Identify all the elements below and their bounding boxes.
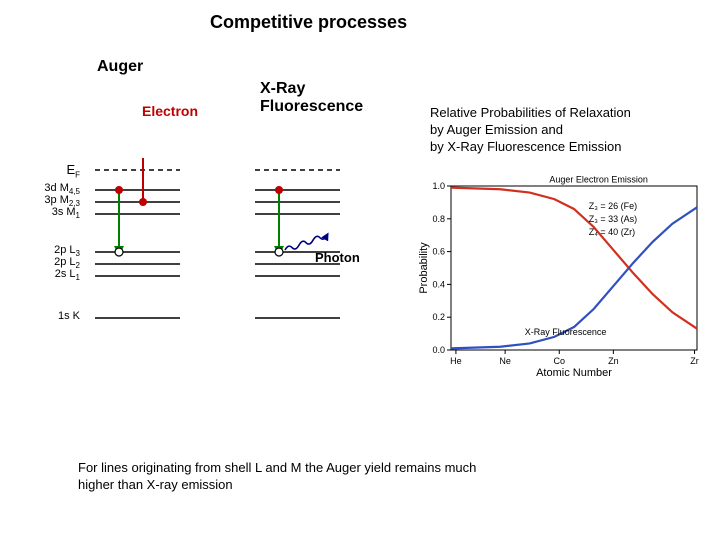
svg-text:Probability: Probability (418, 242, 430, 294)
svg-text:Z₄ = 40 (Zr): Z₄ = 40 (Zr) (589, 227, 635, 237)
page-title: Competitive processes (210, 12, 407, 33)
svg-text:0.0: 0.0 (432, 345, 445, 355)
relaxation-caption: Relative Probabilities of Relaxationby A… (430, 105, 631, 156)
svg-text:Z₃ = 26 (Fe): Z₃ = 26 (Fe) (589, 201, 637, 211)
level-label-K: 1s K (28, 310, 80, 322)
svg-text:Ne: Ne (499, 356, 511, 366)
svg-text:0.6: 0.6 (432, 247, 445, 257)
svg-text:1.0: 1.0 (432, 181, 445, 191)
svg-text:X-Ray Fluorescence: X-Ray Fluorescence (525, 327, 607, 337)
svg-text:Co: Co (553, 356, 565, 366)
svg-text:0.8: 0.8 (432, 214, 445, 224)
level-label-M1: 3s M1 (28, 206, 80, 220)
electron-label: Electron (142, 103, 198, 119)
svg-text:Z₃ = 33 (As): Z₃ = 33 (As) (589, 214, 637, 224)
level-label-EF: EF (28, 162, 80, 180)
xray-label: X-Ray Fluorescence (260, 80, 363, 116)
photon-label: Photon (315, 250, 360, 267)
svg-text:0.2: 0.2 (432, 312, 445, 322)
svg-text:Zr: Zr (690, 356, 699, 366)
footnote: For lines originating from shell L and M… (78, 460, 476, 494)
svg-text:He: He (450, 356, 462, 366)
svg-text:Zn: Zn (608, 356, 619, 366)
level-label-L1: 2s L1 (28, 268, 80, 282)
svg-text:Atomic Number: Atomic Number (536, 367, 612, 379)
svg-text:0.4: 0.4 (432, 279, 445, 289)
auger-label: Auger (97, 58, 143, 76)
energy-diagram (80, 158, 445, 358)
svg-text:Auger Electron Emission: Auger Electron Emission (549, 175, 648, 185)
probability-chart: 0.0 0.2 0.4 0.6 0.8 1.0 He Ne Co Zn Zr Atomic Numbe… (415, 172, 705, 380)
